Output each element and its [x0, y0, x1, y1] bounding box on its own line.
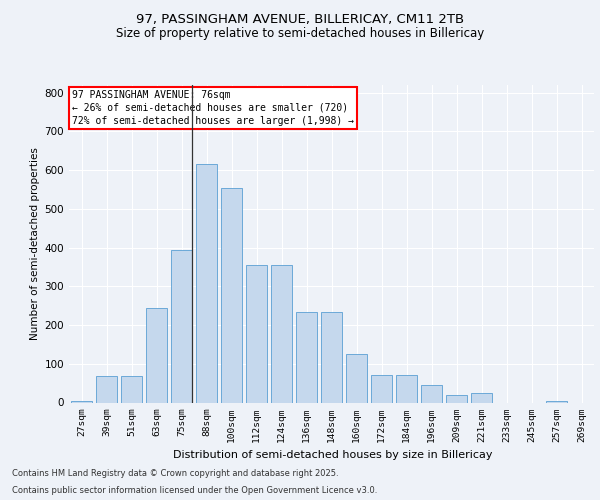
Text: Distribution of semi-detached houses by size in Billericay: Distribution of semi-detached houses by …	[173, 450, 493, 460]
Bar	[171, 250, 192, 402]
Bar	[396, 376, 417, 402]
Bar	[371, 376, 392, 402]
Bar	[446, 395, 467, 402]
Bar	[96, 376, 117, 402]
Bar	[221, 188, 242, 402]
Text: 97 PASSINGHAM AVENUE: 76sqm
← 26% of semi-detached houses are smaller (720)
72% : 97 PASSINGHAM AVENUE: 76sqm ← 26% of sem…	[71, 90, 353, 126]
Bar	[271, 265, 292, 402]
Bar	[346, 354, 367, 403]
Text: Contains public sector information licensed under the Open Government Licence v3: Contains public sector information licen…	[12, 486, 377, 495]
Bar	[546, 400, 567, 402]
Bar	[121, 376, 142, 402]
Bar	[471, 393, 492, 402]
Bar	[296, 312, 317, 402]
Bar	[246, 265, 267, 402]
Bar	[71, 400, 92, 402]
Bar	[146, 308, 167, 402]
Y-axis label: Number of semi-detached properties: Number of semi-detached properties	[31, 148, 40, 340]
Bar	[321, 312, 342, 402]
Text: 97, PASSINGHAM AVENUE, BILLERICAY, CM11 2TB: 97, PASSINGHAM AVENUE, BILLERICAY, CM11 …	[136, 12, 464, 26]
Bar	[196, 164, 217, 402]
Bar	[421, 385, 442, 402]
Text: Size of property relative to semi-detached houses in Billericay: Size of property relative to semi-detach…	[116, 28, 484, 40]
Text: Contains HM Land Registry data © Crown copyright and database right 2025.: Contains HM Land Registry data © Crown c…	[12, 468, 338, 477]
